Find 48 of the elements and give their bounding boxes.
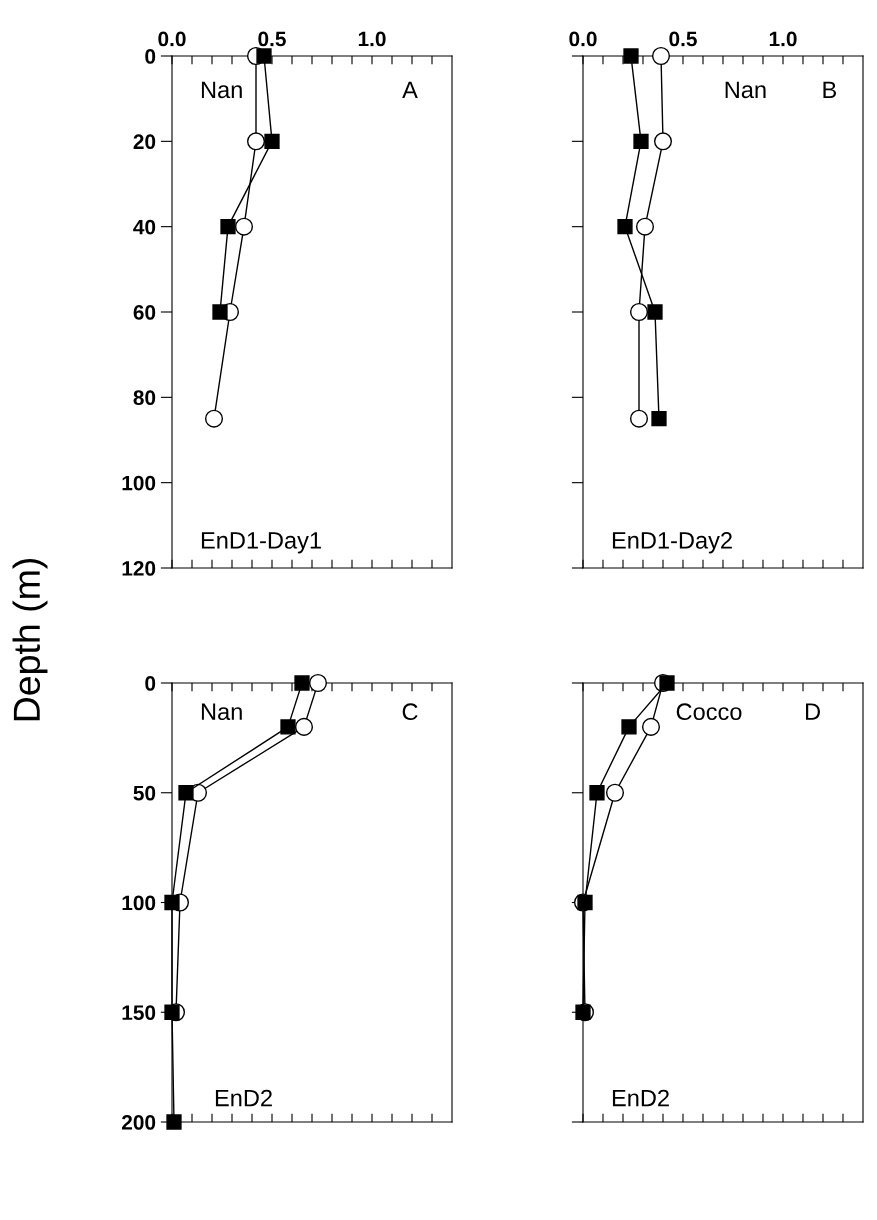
point [623,48,639,64]
annotation: Cocco [676,703,742,721]
x-tick-label: 0.5 [258,31,286,47]
y-tick-label: 50 [133,785,156,801]
y-tick-label: 80 [133,390,156,406]
y-tick-label: 0 [145,676,156,691]
point [629,409,649,428]
point [647,304,663,320]
point [633,133,649,149]
point [651,411,667,427]
annotation: EnD1-Day2 [612,532,732,554]
point [589,785,605,801]
point [629,302,649,322]
point [653,132,673,151]
annotation: EnD2 [612,1089,669,1107]
x-tick-label: 1.0 [769,31,797,47]
x-tick-label: 0.5 [669,31,697,47]
y-tick-label: 60 [133,305,156,320]
y-tick-label: 120 [122,561,156,576]
y-tick-label: 0 [145,49,156,64]
annotation: A [402,81,418,98]
annotation: D [806,703,820,720]
annotation: Nan [201,703,242,721]
y-axis-title: Depth (m) [12,558,48,721]
annotation: EnD1-Day1 [201,532,321,554]
y-tick-label: 100 [122,475,156,491]
annotation: C [402,703,418,721]
point [635,217,655,236]
annotation: Nan [201,81,242,99]
annotation: Nan [725,81,766,99]
point [659,675,675,691]
y-tick-label: 200 [121,1115,156,1130]
y-tick-label: 40 [133,219,156,235]
x-tick-label: 1.0 [358,31,386,47]
y-tick-label: 150 [122,1005,156,1020]
annotation: EnD2 [215,1089,272,1107]
y-tick-label: 20 [133,134,156,150]
point [641,717,661,736]
point [621,719,637,735]
x-tick-label: 0.0 [158,31,186,47]
point [651,46,671,66]
point [617,219,633,235]
y-tick-label: 100 [122,895,156,911]
point [575,1004,591,1020]
point [605,783,625,802]
annotation: B [823,81,837,98]
point [577,894,593,911]
x-tick-label: 0.0 [569,31,597,47]
